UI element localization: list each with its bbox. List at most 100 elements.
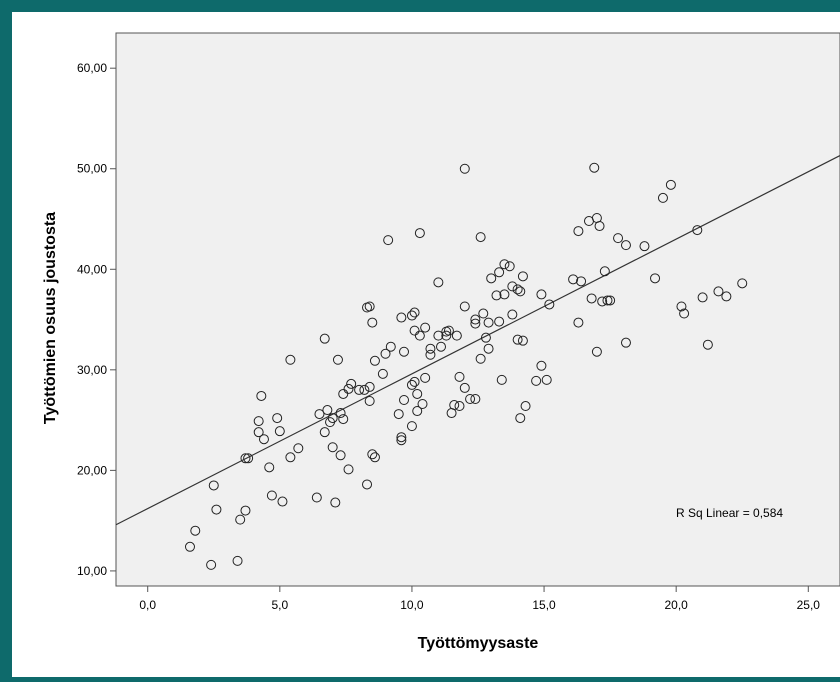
data-point	[256, 390, 267, 401]
data-point	[406, 310, 417, 321]
data-point	[536, 289, 547, 300]
data-point	[504, 261, 515, 272]
y-axis-label: Työttömien osuus joustosta	[42, 212, 59, 424]
fit-line	[115, 155, 840, 526]
data-point	[332, 354, 343, 365]
data-point	[285, 354, 296, 365]
data-point	[235, 514, 246, 525]
data-point	[369, 355, 380, 366]
y-tick-label: 10,00	[77, 564, 107, 578]
data-point	[512, 334, 523, 345]
x-tick-label: 15,0	[532, 598, 556, 612]
data-point	[470, 318, 481, 329]
data-point	[406, 421, 417, 432]
data-point	[496, 374, 507, 385]
y-tick-label: 30,00	[77, 363, 107, 377]
data-point	[343, 464, 354, 475]
data-point	[517, 271, 528, 282]
data-point	[399, 394, 410, 405]
data-point	[602, 295, 613, 306]
data-point	[586, 293, 597, 304]
data-point	[459, 163, 470, 174]
data-point	[319, 427, 330, 438]
x-axis-label: Työttömyysaste	[418, 635, 539, 652]
data-point	[362, 479, 373, 490]
data-point	[639, 241, 650, 252]
data-point	[208, 480, 219, 491]
data-point	[541, 374, 552, 385]
data-point	[327, 442, 338, 453]
data-point	[494, 267, 505, 278]
data-point	[531, 375, 542, 386]
data-point	[369, 452, 380, 463]
x-axis: 0,0 5,0 10,0 15,0 20,0 25,0	[139, 586, 820, 612]
x-tick-label: 20,0	[664, 598, 688, 612]
data-point	[499, 259, 510, 270]
data-point	[190, 525, 201, 536]
data-point	[605, 295, 616, 306]
data-point	[536, 360, 547, 371]
data-point	[327, 413, 338, 424]
data-point	[737, 278, 748, 289]
scatter-chart: 10,00 20,00 30,00 40,00 50,00 60,00 0,0 5,0 10,…	[42, 32, 840, 652]
data-point	[594, 221, 605, 232]
data-point	[494, 316, 505, 327]
data-point	[385, 341, 396, 352]
data-point	[240, 453, 251, 464]
data-point	[475, 353, 486, 364]
data-point	[396, 435, 407, 446]
data-point	[409, 325, 420, 336]
data-point	[206, 559, 217, 570]
data-point	[433, 330, 444, 341]
data-point	[459, 382, 470, 393]
data-point	[721, 291, 732, 302]
data-point	[483, 317, 494, 328]
data-point	[475, 232, 486, 243]
data-point	[258, 434, 269, 445]
data-point	[679, 308, 690, 319]
data-point	[406, 379, 417, 390]
data-point	[676, 301, 687, 312]
data-point	[409, 307, 420, 318]
data-point	[274, 426, 285, 437]
y-tick-label: 50,00	[77, 162, 107, 176]
data-point	[412, 388, 423, 399]
data-point	[520, 401, 531, 412]
data-point	[414, 228, 425, 239]
x-tick-label: 5,0	[271, 598, 288, 612]
data-point	[599, 266, 610, 277]
data-point	[253, 427, 264, 438]
data-point	[377, 368, 388, 379]
data-point	[486, 273, 497, 284]
y-tick-label: 40,00	[77, 262, 107, 276]
data-point	[293, 443, 304, 454]
data-point	[420, 322, 431, 333]
data-point	[483, 343, 494, 354]
data-point	[417, 399, 428, 410]
data-point	[264, 462, 275, 473]
data-point	[364, 381, 375, 392]
data-point	[573, 317, 584, 328]
y-tick-label: 60,00	[77, 61, 107, 75]
data-point	[359, 384, 370, 395]
data-point	[613, 233, 624, 244]
data-point	[184, 541, 195, 552]
data-point	[591, 346, 602, 357]
data-point	[443, 325, 454, 336]
data-point	[441, 330, 452, 341]
data-point	[517, 335, 528, 346]
data-point	[692, 225, 703, 236]
data-point	[573, 226, 584, 237]
data-point	[515, 413, 526, 424]
data-point	[380, 348, 391, 359]
data-point	[665, 179, 676, 190]
data-point	[343, 383, 354, 394]
y-tick-label: 20,00	[77, 463, 107, 477]
data-point	[470, 393, 481, 404]
data-point	[478, 308, 489, 319]
data-point	[367, 449, 378, 460]
data-point	[211, 504, 222, 515]
data-point	[597, 296, 608, 307]
data-point	[330, 497, 341, 508]
